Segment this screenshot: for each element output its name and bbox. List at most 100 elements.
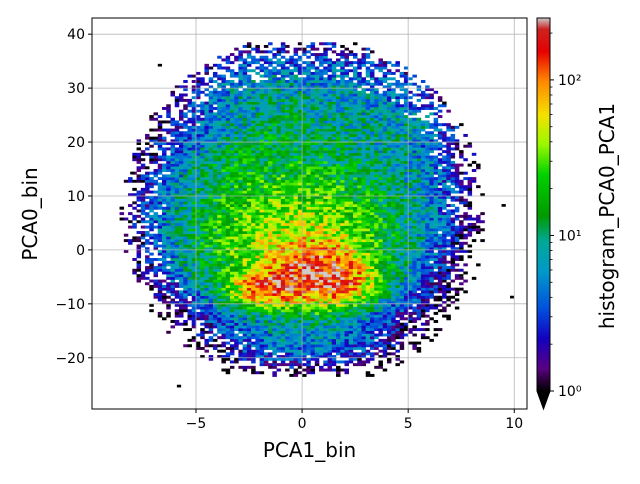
- heatmap-cell: [234, 93, 239, 97]
- heatmap-cell: [157, 139, 163, 143]
- heatmap-cell: [344, 115, 349, 119]
- heatmap-cell: [319, 330, 324, 334]
- heatmap-cell: [259, 117, 265, 121]
- heatmap-cell: [323, 179, 328, 183]
- heatmap-cell: [310, 66, 316, 70]
- heatmap-cell: [344, 317, 349, 321]
- heatmap-cell: [234, 274, 239, 278]
- heatmap-cell: [327, 61, 333, 65]
- heatmap-cell: [221, 271, 226, 275]
- heatmap-cell: [263, 187, 269, 191]
- heatmap-cell: [259, 96, 265, 100]
- heatmap-cell: [212, 298, 218, 302]
- heatmap-cell: [344, 360, 349, 364]
- heatmap-cell: [348, 293, 354, 296]
- heatmap-cell: [229, 160, 235, 164]
- heatmap-cell: [319, 195, 324, 199]
- heatmap-cell: [212, 279, 218, 283]
- heatmap-cell: [140, 241, 146, 245]
- heatmap-cell: [157, 190, 163, 194]
- heatmap-cell: [310, 44, 316, 48]
- heatmap-cell: [217, 330, 222, 334]
- heatmap-cell: [268, 266, 273, 270]
- heatmap-cell: [314, 233, 320, 237]
- heatmap-cell: [183, 309, 188, 313]
- heatmap-cell: [319, 255, 324, 259]
- heatmap-cell: [293, 90, 299, 94]
- heatmap-cell: [306, 214, 311, 218]
- heatmap-cell: [225, 368, 231, 372]
- heatmap-cell: [276, 355, 282, 359]
- heatmap-cell: [280, 131, 286, 135]
- heatmap-cell: [289, 244, 294, 248]
- heatmap-cell: [208, 142, 214, 145]
- heatmap-cell: [204, 112, 209, 116]
- heatmap-cell: [136, 160, 142, 164]
- heatmap-cell: [136, 155, 142, 159]
- heatmap-cell: [306, 371, 311, 375]
- heatmap-cell: [276, 101, 282, 105]
- heatmap-cell: [234, 117, 239, 121]
- heatmap-cell: [208, 98, 214, 102]
- heatmap-cell: [344, 212, 349, 216]
- heatmap-cell: [128, 225, 133, 229]
- heatmap-cell: [140, 198, 146, 202]
- heatmap-cell: [268, 222, 273, 226]
- heatmap-cell: [225, 314, 231, 318]
- heatmap-cell: [263, 125, 269, 129]
- heatmap-cell: [323, 268, 328, 272]
- heatmap-cell: [234, 74, 239, 78]
- heatmap-cell: [353, 341, 358, 345]
- heatmap-cell: [348, 260, 354, 264]
- heatmap-cell: [293, 314, 299, 318]
- heatmap-cell: [293, 187, 299, 191]
- heatmap-cell: [302, 293, 307, 296]
- heatmap-cell: [268, 233, 273, 237]
- heatmap-cell: [140, 236, 146, 240]
- heatmap-cell: [195, 212, 201, 216]
- heatmap-cell: [170, 279, 175, 283]
- heatmap-cell: [289, 150, 294, 154]
- heatmap-cell: [276, 160, 282, 164]
- heatmap-cell: [297, 112, 303, 116]
- heatmap-cell: [310, 136, 316, 140]
- heatmap-cell: [276, 58, 282, 62]
- heatmap-cell: [302, 142, 307, 145]
- heatmap-cell: [212, 225, 218, 229]
- heatmap-cell: [259, 136, 265, 140]
- heatmap-cell: [208, 255, 214, 259]
- heatmap-cell: [340, 268, 345, 272]
- heatmap-cell: [200, 260, 205, 264]
- heatmap-cell: [327, 314, 333, 318]
- heatmap-cell: [238, 169, 243, 172]
- heatmap-cell: [289, 214, 294, 218]
- heatmap-cell: [336, 373, 341, 377]
- heatmap-cell: [217, 279, 222, 283]
- heatmap-cell: [162, 147, 167, 151]
- heatmap-cell: [162, 236, 167, 240]
- heatmap-cell: [221, 298, 226, 302]
- heatmap-cell: [187, 136, 192, 140]
- heatmap-cell: [174, 311, 180, 315]
- heatmap-cell: [259, 306, 265, 310]
- heatmap-cell: [289, 322, 294, 326]
- heatmap-cell: [238, 131, 243, 135]
- heatmap-cell: [272, 352, 277, 356]
- heatmap-cell: [310, 198, 316, 202]
- heatmap-cell: [217, 284, 222, 288]
- heatmap-cell: [306, 338, 311, 342]
- heatmap-cell: [246, 195, 252, 199]
- heatmap-cell: [314, 74, 320, 78]
- heatmap-cell: [302, 106, 307, 110]
- heatmap-cell: [302, 298, 307, 302]
- heatmap-cell: [217, 136, 222, 140]
- heatmap-cell: [225, 293, 231, 296]
- heatmap-cell: [229, 301, 235, 305]
- heatmap-cell: [242, 174, 248, 178]
- heatmap-cell: [327, 47, 333, 51]
- heatmap-cell: [238, 303, 243, 307]
- heatmap-cell: [348, 255, 354, 259]
- heatmap-cell: [272, 53, 277, 57]
- heatmap-cell: [246, 255, 252, 259]
- heatmap-cell: [259, 171, 265, 175]
